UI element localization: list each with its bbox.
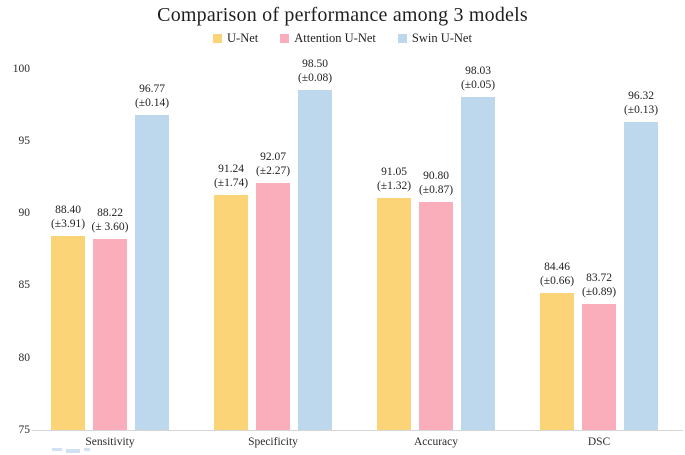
bar [93,238,127,430]
bar-sd-text: (±0.87) [418,183,454,196]
y-axis-tick-label: 85 [18,279,31,292]
bar [256,183,290,430]
bar-sd-text: (±1.32) [376,179,412,192]
unet-swatch-icon [213,34,223,43]
legend-item-unet: U-Net [213,31,258,46]
category-label: Sensitivity [85,436,135,448]
y-axis-tick-label: 100 [12,62,30,75]
bar-value-text: 91.24 [218,163,244,176]
bar-sd-text: (±0.08) [297,72,333,85]
bar-value-text: 88.22 [97,206,123,219]
legend-label: Swin U-Net [411,31,472,45]
bar [135,115,169,430]
legend-item-swin-unet: Swin U-Net [397,31,472,46]
bar-value-label: 84.46 (±0.66) [512,260,602,288]
bar [377,197,411,430]
bar-value-label: 90.80 (±0.87) [391,169,481,197]
bar [540,293,574,430]
bar-value-text: 98.50 [302,58,328,71]
bar-value-label: 92.07 (±2.27) [228,150,318,178]
bar-value-label: 88.22 (± 3.60) [65,206,155,234]
bar-value-label: 98.50 (±0.08) [270,57,360,85]
y-axis-tick-label: 75 [18,424,31,436]
y-axis-tick-label: 80 [18,351,31,364]
bar-sd-text: (±3.91) [50,218,86,231]
bar-sd-text: (±0.13) [623,103,659,116]
legend-label: Attention U-Net [294,31,376,45]
bar-value-label: 91.05 (±1.32) [349,165,439,193]
bar-value-text: 84.46 [544,261,570,274]
bar-value-text: 90.80 [423,169,449,182]
legend-item-attention-unet: Attention U-Net [280,31,376,46]
bar-value-label: 98.03 (±0.05) [433,64,523,92]
bar-sd-text: (±2.27) [255,165,291,178]
category-label: DSC [587,436,611,448]
bar-sd-text: (±1.74) [213,177,249,190]
legend: U-Net Attention U-Net Swin U-Net [0,31,685,46]
bar-value-text: 88.40 [55,204,81,217]
bar [419,201,453,430]
bar [461,96,495,430]
bottom-left-artifact [84,448,90,451]
category-label: Specificity [248,436,298,448]
bar [582,303,616,430]
bar-value-label: 83.72 (±0.89) [554,271,644,299]
category-label: Accuracy [413,436,459,448]
bottom-left-artifact [66,449,80,453]
y-axis-tick-label: 95 [18,134,31,147]
y-axis-tick-label: 90 [18,207,31,220]
bar-sd-text: (±0.14) [134,97,170,110]
bar-value-text: 96.32 [628,89,654,102]
bar-value-label: 91.24 (±1.74) [186,162,276,190]
bar [624,121,658,430]
bar-sd-text: (±0.89) [581,285,617,298]
bar-value-label: 96.77 (±0.14) [107,82,197,110]
bottom-left-artifact [52,448,62,451]
bar-value-label: 96.32 (±0.13) [596,89,685,117]
x-axis-line [32,430,683,431]
bar-value-text: 92.07 [260,151,286,164]
bar-sd-text: (±0.66) [539,275,575,288]
chart-title: Comparison of performance among 3 models [157,4,528,26]
bar [298,90,332,430]
bar [51,236,85,430]
attention-unet-swatch-icon [280,34,290,43]
bar-sd-text: (± 3.60) [91,220,129,233]
bar-value-text: 83.72 [586,271,612,284]
swin-unet-swatch-icon [397,34,407,43]
bar-value-text: 98.03 [465,64,491,77]
bar-value-text: 96.77 [139,83,165,96]
legend-label: U-Net [227,31,259,45]
bar-value-text: 91.05 [381,165,407,178]
bar-sd-text: (±0.05) [460,78,496,91]
bar [214,195,248,430]
bar-value-label: 88.40 (±3.91) [23,203,113,231]
